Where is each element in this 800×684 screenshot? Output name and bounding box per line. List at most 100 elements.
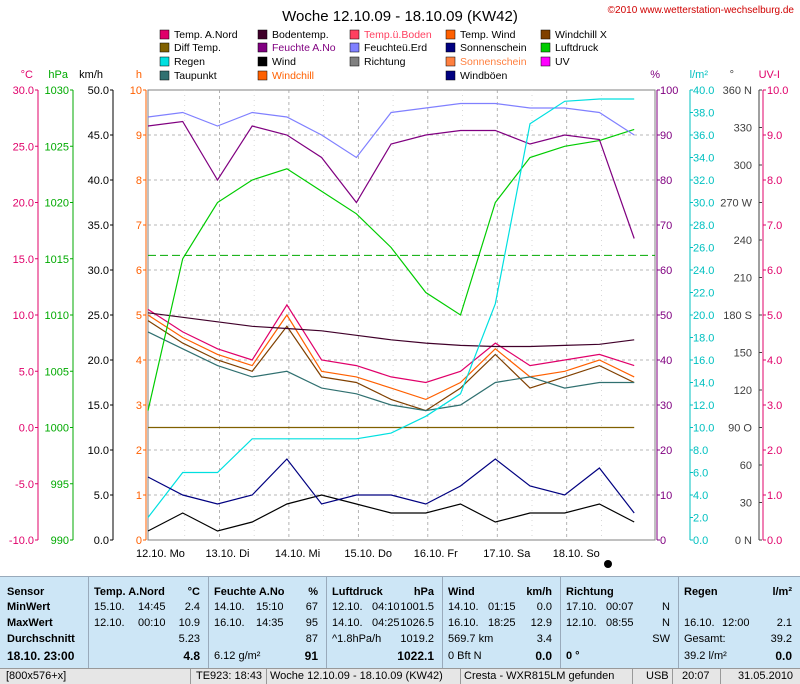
legend-label: Luftdruck (555, 42, 599, 54)
deg-tick-label: 270 W (720, 198, 752, 210)
percent-tick-label: 90 (660, 130, 672, 142)
legend-label: Windböen (460, 70, 507, 82)
percent-tick-label: 10 (660, 490, 672, 502)
uv-tick-label: 2.0 (767, 445, 782, 457)
kmh-tick-label: 25.0 (88, 310, 109, 322)
lm2-axis-unit: l/m² (690, 69, 709, 81)
temp-now: 4.8 (183, 649, 200, 663)
wind-dist: 569.7 km (448, 633, 494, 645)
deg-tick-label: 210 (734, 273, 752, 285)
luft-min-date: 12.10. (332, 601, 363, 613)
deg-tick-label: 30 (740, 498, 752, 510)
percent-tick-label: 80 (660, 175, 672, 187)
uv-axis-unit: UV-I (759, 69, 780, 81)
series-line-feuchte-erd (147, 102, 635, 159)
celsius-tick-label: 10.0 (13, 310, 34, 322)
stats-table: Sensor MinWert MaxWert Durchschnitt 18.1… (0, 576, 800, 669)
axes: 12.10. Mo 13.10. Di 14.10. Mi 15.10. Do 16.1… (9, 69, 789, 560)
lm2-tick-label: 24.0 (693, 265, 714, 277)
legend-swatch (159, 42, 170, 53)
lm2-tick-label: 26.0 (693, 243, 714, 255)
luft-avg: 1019.2 (400, 633, 434, 645)
hpa-tick-label: 1030 (45, 85, 69, 97)
celsius-tick-label: 0.0 (19, 423, 34, 435)
luft-max-date: 14.10. (332, 617, 363, 629)
legend-swatch (349, 56, 360, 67)
lm2-tick-label: 16.0 (693, 355, 714, 367)
percent-tick-label: 50 (660, 310, 672, 322)
lm2-tick-label: 34.0 (693, 153, 714, 165)
percent-tick-label: 20 (660, 445, 672, 457)
richtung-min-date: 17.10. (566, 601, 597, 613)
kmh-tick-label: 20.0 (88, 355, 109, 367)
legend-swatch (257, 70, 268, 81)
regen-max-time: 12:00 (722, 617, 750, 629)
temp-header: Temp. A.Nord (94, 586, 165, 598)
regen-now-label: 39.2 l/m² (684, 650, 727, 662)
legend-swatch (445, 42, 456, 53)
celsius-axis-unit: °C (21, 69, 33, 81)
regen-total-label: Gesamt: (684, 633, 726, 645)
status-date: 31.05.2010 (738, 670, 794, 682)
status-size: [800x576+x] (6, 670, 67, 682)
deg-tick-label: 60 (740, 460, 752, 472)
richtung-min-time: 00:07 (606, 601, 634, 613)
x-tick-label: 12.10. Mo (136, 548, 185, 560)
col-regen: Regen l/m² 16.10. 12:00 2.1 Gesamt: 39.2… (678, 577, 800, 669)
kmh-tick-label: 15.0 (88, 400, 109, 412)
hpa-tick-label: 1020 (45, 198, 69, 210)
feuchte-max-value: 95 (305, 617, 318, 629)
feuchte-max-time: 14:35 (256, 617, 284, 629)
richtung-header: Richtung (566, 586, 614, 598)
temp-max-date: 12.10. (94, 617, 125, 629)
uv-tick-label: 1.0 (767, 490, 782, 502)
uv-tick-label: 8.0 (767, 175, 782, 187)
wind-max-time: 18:25 (488, 617, 516, 629)
luft-header: Luftdruck (332, 586, 383, 598)
celsius-tick-label: 15.0 (13, 254, 34, 266)
hpa-tick-label: 1015 (45, 254, 69, 266)
series-line-taupunkt (147, 331, 635, 412)
legend-label: Feuchteü.Erd (364, 42, 427, 54)
series-line-temp-wind (147, 313, 635, 401)
lm2-tick-label: 30.0 (693, 198, 714, 210)
richtung-now: 0 ° (566, 650, 580, 662)
hpa-tick-label: 1005 (45, 366, 69, 378)
lm2-tick-label: 2.0 (693, 513, 708, 525)
deg-tick-label: 360 N (723, 85, 752, 97)
lm2-tick-label: 6.0 (693, 468, 708, 480)
richtung-max-time: 08:55 (606, 617, 634, 629)
series-line-bodentemp- (147, 312, 635, 348)
deg-tick-label: 90 O (728, 423, 752, 435)
temp-max-value: 10.9 (178, 617, 200, 629)
chart-title: Woche 12.10.09 - 18.10.09 (KW42) (282, 8, 518, 25)
feuchte-now: 91 (304, 649, 318, 663)
richtung-avg: SW (652, 633, 670, 645)
hpa-axis-unit: hPa (48, 69, 68, 81)
legend-swatch (257, 56, 268, 67)
luft-max-time: 04:25 (372, 617, 400, 629)
legend-label: UV (555, 56, 570, 68)
celsius-tick-label: -5.0 (15, 479, 34, 491)
series-line-wind (147, 494, 635, 532)
wind-now: 0.0 (535, 649, 552, 663)
lm2-tick-label: 8.0 (693, 445, 708, 457)
status-bar: [800x576+x] TE923: 18:43 Woche 12.10.09 … (0, 668, 800, 684)
kmh-tick-label: 40.0 (88, 175, 109, 187)
legend-swatch (159, 29, 170, 40)
lm2-tick-label: 38.0 (693, 108, 714, 120)
wind-avg: 3.4 (536, 633, 552, 645)
percent-tick-label: 0 (660, 535, 666, 547)
col-feuchte: Feuchte A.No % 14.10. 15:10 67 16.10. 14… (208, 577, 327, 669)
deg-tick-label: 300 (734, 160, 752, 172)
luft-unit: hPa (413, 586, 434, 598)
col-luft: Luftdruck hPa 12.10. 04:10 1001.5 14.10.… (326, 577, 443, 669)
uv-tick-label: 9.0 (767, 130, 782, 142)
x-tick-label: 13.10. Di (205, 548, 249, 560)
feuchte-avg: 87 (305, 633, 318, 645)
deg-tick-label: 120 (734, 385, 752, 397)
wind-max-value: 12.9 (530, 617, 552, 629)
legend-label: Windchill X (555, 29, 607, 41)
regen-total-value: 39.2 (770, 633, 792, 645)
h-tick-label: 9 (136, 130, 142, 142)
